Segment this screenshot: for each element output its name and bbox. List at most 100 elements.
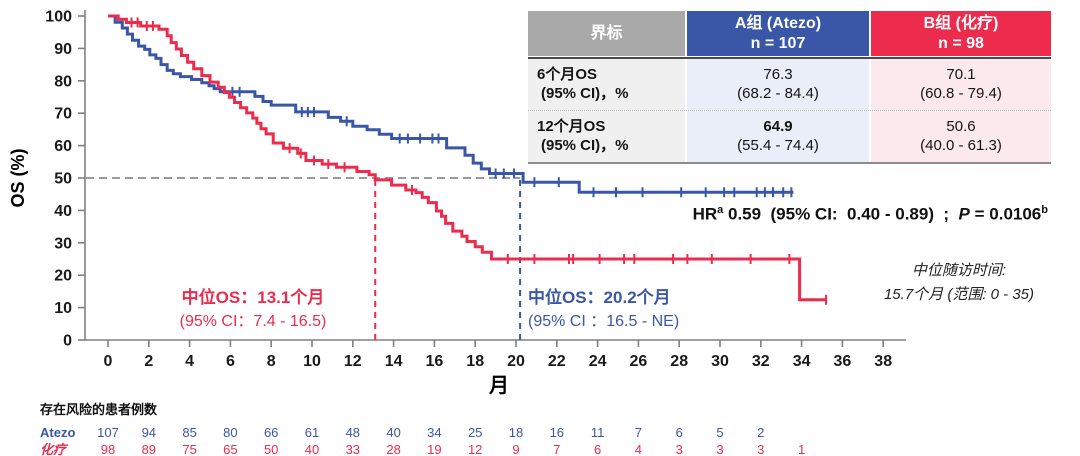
y-tick-label-60: 60 — [54, 138, 72, 155]
landmark-header-label: 界标 — [590, 24, 623, 42]
row-6mo-atezo-ci: (68.2 - 84.4) — [737, 85, 819, 102]
row-12mo-atezo-cell: 64.9 (55.4 - 74.4) — [687, 111, 869, 162]
risk-value: 1 — [798, 442, 805, 456]
risk-value: 3 — [676, 442, 683, 456]
risk-value: 7 — [553, 442, 560, 456]
risk-value: 6 — [594, 442, 601, 456]
row-6mo-chemo-ci: (60.8 - 79.4) — [920, 85, 1002, 102]
risk-value: 34 — [427, 425, 441, 440]
row-12mo-chemo-cell: 50.6 (40.0 - 61.3) — [871, 111, 1051, 162]
landmark-row-6mo: 6个月OS (95% CI)，% 76.3 (68.2 - 84.4) 70.1… — [528, 57, 1051, 110]
x-tick-label-0: 0 — [104, 353, 113, 370]
median-os-atezo-annotation: 中位OS：20.2个月 (95% CI ：16.5 - NE) — [528, 286, 778, 334]
x-tick-label-8: 8 — [267, 353, 276, 370]
y-axis-title: OS (%) — [8, 148, 28, 207]
median-followup-annotation: 中位随访时间: 15.7个月 (范围: 0 - 35) — [844, 259, 1074, 307]
group-a-header-cell: A组 (Atezo) n = 107 — [687, 11, 869, 56]
x-tick-label-32: 32 — [752, 353, 770, 370]
group-b-title: B组 (化疗) — [923, 14, 999, 32]
x-tick-label-30: 30 — [711, 353, 729, 370]
x-tick-label-22: 22 — [548, 353, 566, 370]
median-os-atezo-ci: (95% CI ：16.5 - NE) — [528, 313, 680, 330]
hr-label: HR — [692, 204, 718, 224]
median-os-atezo-value: 中位OS：20.2个月 — [528, 288, 671, 307]
risk-value: 50 — [264, 442, 278, 456]
group-b-n: n = 98 — [938, 34, 984, 52]
censor-marks-atezo — [231, 86, 793, 198]
x-tick-label-34: 34 — [793, 353, 811, 370]
row-6mo-atezo-cell: 76.3 (68.2 - 84.4) — [687, 59, 869, 110]
censor-marks-chemo — [130, 17, 828, 305]
x-tick-label-38: 38 — [874, 353, 892, 370]
risk-value: 61 — [305, 425, 319, 440]
risk-value: 3 — [716, 442, 723, 456]
risk-value: 18 — [509, 425, 523, 440]
x-tick-label-26: 26 — [630, 353, 648, 370]
x-tick-label-10: 10 — [303, 353, 321, 370]
group-a-title: A组 (Atezo) — [734, 14, 822, 32]
median-os-chemo-annotation: 中位OS：13.1个月 (95% CI：7.4 - 16.5) — [128, 286, 378, 334]
median-os-chemo-value: 中位OS：13.1个月 — [181, 288, 325, 307]
risk-value: 2 — [757, 425, 764, 440]
risk-value: 33 — [346, 442, 360, 456]
x-tick-label-4: 4 — [185, 353, 194, 370]
row-12mo-label-cell: 12个月OS (95% CI)，% — [528, 111, 685, 162]
risk-value: 66 — [264, 425, 278, 440]
row-6mo-chemo-value: 70.1 — [946, 66, 976, 83]
y-tick-label-0: 0 — [63, 333, 72, 350]
row-12mo-label: 12个月OS — [537, 118, 606, 135]
risk-row-label-atezo: Atezo — [40, 425, 75, 440]
km-curve-chemo — [108, 14, 827, 302]
y-tick-label-100: 100 — [45, 9, 72, 26]
x-tick-label-18: 18 — [466, 353, 484, 370]
x-tick-label-2: 2 — [144, 353, 153, 370]
x-tick-label-12: 12 — [344, 353, 362, 370]
risk-value: 7 — [635, 425, 642, 440]
risk-value: 4 — [635, 442, 642, 456]
risk-value: 25 — [468, 425, 482, 440]
row-6mo-ci-label: (95% CI)，% — [541, 85, 629, 102]
row-6mo-label: 6个月OS — [537, 66, 598, 83]
x-tick-label-16: 16 — [426, 353, 444, 370]
group-b-header-cell: B组 (化疗) n = 98 — [871, 11, 1051, 56]
x-tick-label-6: 6 — [226, 353, 235, 370]
x-tick-label-14: 14 — [385, 353, 403, 370]
y-tick-label-30: 30 — [54, 235, 72, 252]
row-12mo-atezo-value: 64.9 — [763, 118, 793, 135]
x-tick-label-28: 28 — [670, 353, 688, 370]
y-tick-label-80: 80 — [54, 73, 72, 90]
risk-value: 12 — [468, 442, 482, 456]
landmark-table: 界标 A组 (Atezo) n = 107 B组 (化疗) n = 98 6个月… — [528, 11, 1051, 164]
x-tick-label-20: 20 — [507, 353, 525, 370]
risk-value: 16 — [550, 425, 564, 440]
group-a-n: n = 107 — [750, 34, 806, 52]
risk-value: 9 — [512, 442, 519, 456]
risk-value: 94 — [142, 425, 156, 440]
risk-value: 19 — [427, 442, 441, 456]
row-12mo-chemo-value: 50.6 — [946, 118, 976, 135]
hazard-ratio-annotation: HRa 0.59 (95% CI: 0.40 - 0.89) ; P = 0.0… — [693, 204, 1048, 225]
x-tick-label-24: 24 — [589, 353, 607, 370]
y-tick-label-50: 50 — [54, 171, 72, 188]
p-value: = 0.0106 — [969, 204, 1042, 224]
y-tick-label-10: 10 — [54, 300, 72, 317]
risk-value: 80 — [223, 425, 237, 440]
y-tick-label-20: 20 — [54, 268, 72, 285]
followup-line1: 中位随访时间: — [911, 262, 1007, 279]
risk-value: 40 — [305, 442, 319, 456]
risk-value: 89 — [142, 442, 156, 456]
p-label: P — [958, 204, 970, 224]
row-6mo-label-cell: 6个月OS (95% CI)，% — [528, 59, 685, 110]
risk-table-title: 存在风险的患者例数 — [40, 402, 158, 417]
risk-value: 5 — [716, 425, 723, 440]
y-tick-label-40: 40 — [54, 203, 72, 220]
risk-value: 48 — [346, 425, 360, 440]
risk-value: 28 — [386, 442, 400, 456]
risk-value: 40 — [386, 425, 400, 440]
risk-value: 3 — [757, 442, 764, 456]
risk-row-label-chemo: 化疗 — [40, 442, 69, 456]
median-os-chemo-ci: (95% CI：7.4 - 16.5) — [179, 313, 327, 330]
x-tick-label-36: 36 — [834, 353, 852, 370]
